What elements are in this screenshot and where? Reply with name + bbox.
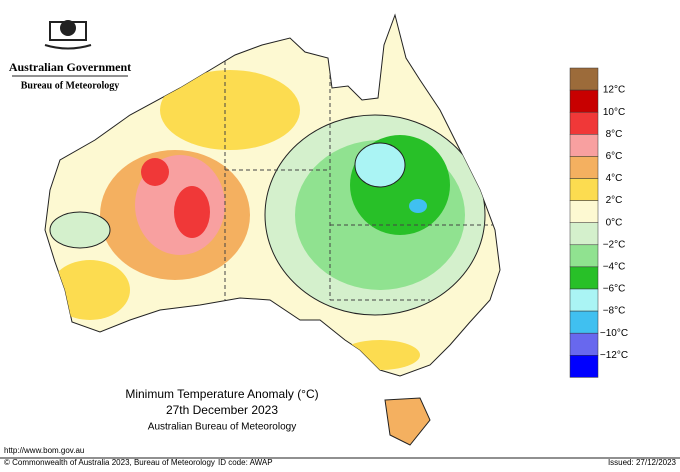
legend-label: −2°C: [603, 239, 626, 250]
legend-label: 4°C: [606, 173, 623, 184]
map-date: 27th December 2023: [166, 403, 278, 417]
legend-swatch: [569, 200, 599, 223]
anomaly-map: [44, 14, 501, 446]
agency-name: Bureau of Meteorology: [21, 80, 120, 91]
copyright: © Commonwealth of Australia 2023, Bureau…: [4, 458, 215, 467]
gov-name: Australian Government: [9, 60, 131, 74]
legend-swatch: [569, 89, 599, 113]
crest: [44, 20, 92, 50]
url: http://www.bom.gov.au: [4, 446, 84, 455]
legend-swatch: [569, 178, 599, 201]
legend-swatch: [569, 111, 599, 135]
legend-swatch: [569, 310, 599, 334]
legend-swatch: [569, 332, 599, 356]
legend-swatch: [569, 266, 599, 290]
legend-label: 0°C: [606, 217, 623, 228]
legend-label: 8°C: [606, 129, 623, 140]
legend-swatch: [569, 288, 599, 312]
map-title: Minimum Temperature Anomaly (°C): [125, 387, 318, 401]
id-code: ID code: AWAP: [218, 458, 273, 467]
legend-label: 2°C: [606, 195, 623, 206]
legend-swatch: [569, 222, 599, 246]
legend-label: −4°C: [603, 262, 626, 273]
legend-label: −12°C: [600, 350, 628, 361]
legend-swatch: [569, 156, 599, 179]
legend-swatch: [569, 244, 599, 268]
legend-label: 10°C: [603, 107, 625, 118]
legend: 12°C 10°C 8°C 6°C 4°C 2°C 0°C −2°C −4°C −6°C −8°C −…: [569, 67, 628, 378]
legend-label: −6°C: [603, 284, 626, 295]
map-source: Australian Bureau of Meteorology: [148, 422, 296, 433]
legend-swatch: [569, 355, 599, 378]
issued: Issued: 27/12/2023: [608, 458, 677, 467]
legend-label: 6°C: [606, 151, 623, 162]
legend-label: −8°C: [603, 306, 626, 317]
legend-label: −10°C: [600, 328, 628, 339]
legend-swatch: [569, 67, 599, 91]
legend-label: 12°C: [603, 85, 625, 96]
legend-swatch: [569, 134, 599, 157]
